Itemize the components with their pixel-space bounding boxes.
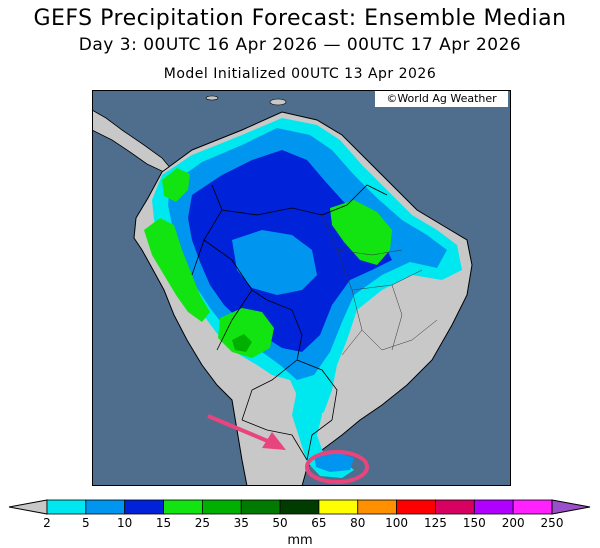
colorbar-tick-label: 50 <box>272 516 287 530</box>
precip-25-35mm-bolivia <box>232 334 252 352</box>
colorbar-swatch <box>473 499 514 515</box>
colorbar-swatch <box>85 499 126 515</box>
country-borders <box>191 184 388 461</box>
colorbar-unit: mm <box>287 533 312 548</box>
colorbar-under-arrow <box>8 499 48 515</box>
map-frame <box>92 90 511 486</box>
colorbar-swatch <box>512 499 553 515</box>
colorbar-tick-label: 250 <box>541 516 564 530</box>
state-borders <box>321 214 438 356</box>
colorbar-swatch <box>124 499 164 515</box>
colorbar-tick-label: 100 <box>385 516 408 530</box>
colorbar-swatch <box>46 499 87 515</box>
colorbar-swatch <box>201 499 242 515</box>
colorbar-labels: 2 5 10 15 25 35 50 65 80 100 125 150 200 250 <box>43 516 563 530</box>
precip-15-25mm-north <box>162 168 190 202</box>
colorbar-tick-label: 65 <box>311 516 326 530</box>
colorbar-swatch <box>357 499 398 515</box>
colorbar-swatch <box>396 499 436 515</box>
precip-15-25mm-northeast <box>330 200 392 265</box>
credit-label: ©World Ag Weather <box>375 91 508 107</box>
colorbar-tick-label: 10 <box>117 516 132 530</box>
colorbar-tick-label: 150 <box>463 516 486 530</box>
colorbar-tick-label: 200 <box>502 516 525 530</box>
precipitation-map <box>92 90 511 486</box>
colorbar-tick-label: 25 <box>195 516 210 530</box>
precip-5-10mm-core <box>232 230 317 295</box>
colorbar-tick-label: 125 <box>424 516 447 530</box>
colorbar-swatch <box>240 499 281 515</box>
island <box>269 98 287 106</box>
colorbar-over-arrow <box>551 499 591 515</box>
colorbar-tick-label: 5 <box>82 516 90 530</box>
colorbar-swatches <box>8 499 591 515</box>
colorbar-swatch <box>435 499 475 515</box>
model-init-time: Model Initialized 00UTC 13 Apr 2026 <box>163 66 437 82</box>
colorbar-swatch <box>279 499 320 515</box>
annotation-arrow <box>207 414 286 450</box>
colorbar-tick-label: 80 <box>350 516 365 530</box>
colorbar: 2 5 10 15 25 35 50 65 80 100 125 150 200 250 mm <box>8 499 591 548</box>
colorbar-tick-label: 2 <box>43 516 51 530</box>
island <box>205 95 219 101</box>
map-title: GEFS Precipitation Forecast: Ensemble Me… <box>33 6 567 31</box>
colorbar-tick-label: 35 <box>234 516 249 530</box>
precip-15-25mm-west <box>144 218 210 322</box>
colorbar-swatch <box>163 499 203 515</box>
forecast-period: Day 3: 00UTC 16 Apr 2026 — 00UTC 17 Apr … <box>78 35 522 55</box>
precip-coastal-patch <box>314 452 354 472</box>
colorbar-tick-label: 15 <box>156 516 171 530</box>
colorbar-swatch <box>318 499 359 515</box>
annotation-circle <box>305 450 369 484</box>
